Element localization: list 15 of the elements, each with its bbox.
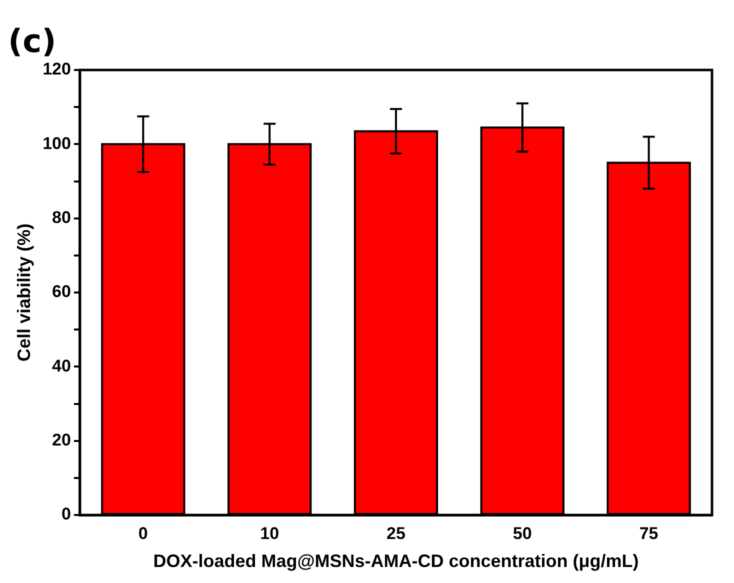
x-tick-label: 10 [260, 524, 280, 543]
y-tick-label: 80 [52, 208, 71, 228]
y-tick-label: 20 [52, 430, 71, 450]
y-tick-label: 120 [42, 60, 71, 79]
y-tick-label: 40 [52, 356, 71, 376]
y-tick-label: 0 [61, 504, 71, 524]
x-axis-title: DOX-loaded Mag@MSNs-AMA-CD concentration (μg/mL) [153, 551, 639, 572]
x-tick-label: 50 [512, 524, 532, 543]
x-tick-label: 25 [386, 524, 406, 543]
x-tick-label: 0 [138, 524, 148, 543]
x-tick-label: 75 [639, 524, 658, 543]
y-axis-title: Cell viability (%) [14, 223, 34, 362]
text: (c) [8, 22, 56, 60]
y-tick-label: 60 [52, 282, 71, 302]
y-tick-label: 100 [42, 134, 71, 153]
